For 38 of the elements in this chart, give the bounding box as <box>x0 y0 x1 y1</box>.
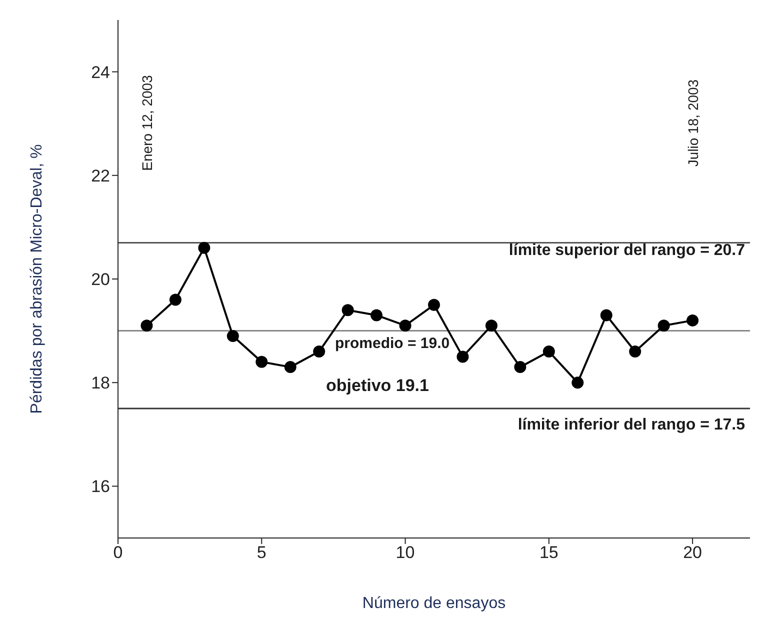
point <box>284 361 296 374</box>
point <box>514 361 526 374</box>
point <box>313 346 326 358</box>
point <box>169 294 182 306</box>
point <box>399 320 412 332</box>
point <box>140 320 153 332</box>
point <box>342 304 354 316</box>
x-tick-label: 10 <box>396 543 415 562</box>
y-tick-label: 16 <box>91 477 110 496</box>
point <box>542 346 555 358</box>
point <box>658 320 670 332</box>
point <box>370 309 383 322</box>
y-tick-label: 22 <box>91 166 110 186</box>
ref-line-label: límite inferior del rango = 17.5 <box>518 416 746 434</box>
y-axis-title: Pérdidas por abrasión Micro-Deval, % <box>28 144 46 414</box>
annotation: Julio 18, 2003 <box>684 79 701 167</box>
ref-line-label: promedio = 19.0 <box>335 334 450 352</box>
point <box>686 314 699 326</box>
x-tick-label: 20 <box>683 543 702 562</box>
point <box>600 309 612 322</box>
x-axis-title: Número de ensayos <box>362 595 506 612</box>
y-tick-label: 18 <box>91 374 110 393</box>
x-tick-label: 5 <box>256 543 266 562</box>
annotation: Enero 12, 2003 <box>138 75 155 171</box>
y-tick-label: 24 <box>91 62 110 82</box>
point <box>629 346 642 358</box>
ref-line-label: límite superior del rango = 20.7 <box>508 242 746 260</box>
point <box>226 330 239 342</box>
annotation: objetivo 19.1 <box>326 376 429 396</box>
point <box>256 356 268 368</box>
y-tick-label: 20 <box>91 270 110 290</box>
point <box>456 350 469 363</box>
x-tick-label: 0 <box>113 543 123 562</box>
point <box>572 376 584 389</box>
point <box>485 320 498 332</box>
point <box>428 298 440 311</box>
point <box>198 242 210 254</box>
x-tick-label: 15 <box>539 543 558 562</box>
